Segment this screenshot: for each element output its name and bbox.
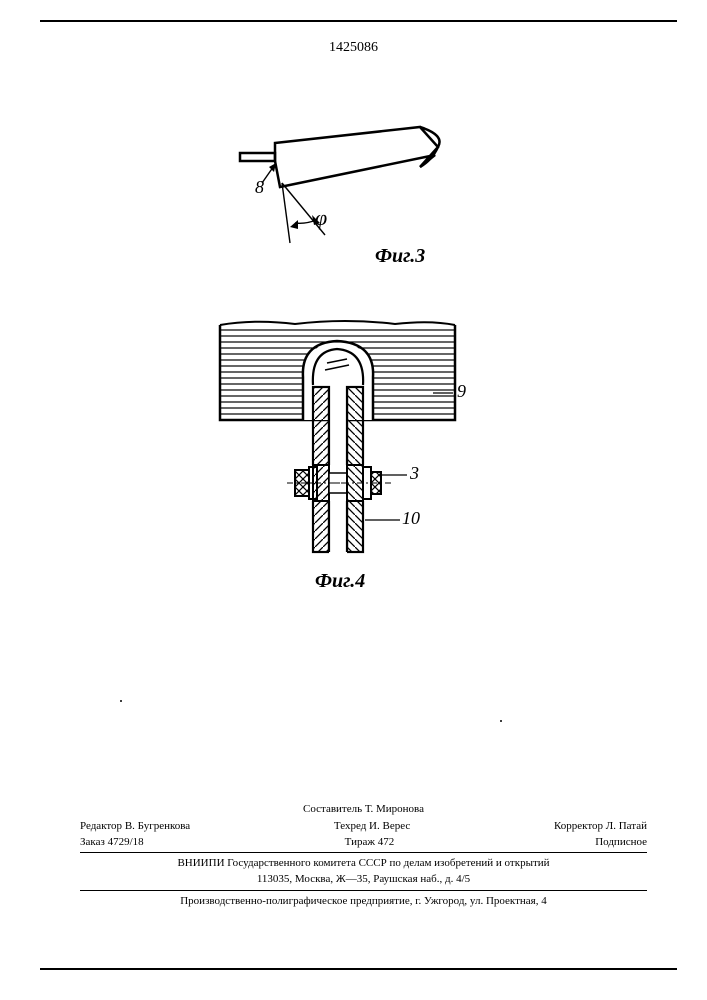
editor-cell: Редактор В. Бугренкова	[80, 819, 190, 833]
tekhred-prefix: Техред	[334, 820, 366, 832]
compiler-prefix: Составитель	[303, 803, 362, 815]
tirazh-prefix: Тираж	[345, 836, 375, 848]
editor-prefix: Редактор	[80, 820, 122, 832]
figure-3: 8 φ Фиг.3	[220, 105, 480, 275]
footer-staff-row: Редактор В. Бугренкова Техред И. Верес К…	[80, 819, 647, 833]
corrector-prefix: Корректор	[554, 820, 603, 832]
footer-order-row: Заказ 4729/18 Тираж 472 Подписное	[80, 835, 647, 849]
speckle	[120, 700, 122, 702]
editor-name: В. Бугренкова	[125, 820, 190, 832]
fig4-part-10: 10	[402, 508, 420, 529]
order-number: 4729/18	[108, 836, 144, 848]
tirazh-cell: Тираж 472	[345, 835, 395, 849]
fig4-label: Фиг.4	[315, 570, 365, 593]
footer-colophon: Составитель Т. Миронова Редактор В. Бугр…	[80, 802, 647, 910]
footer-rule-2	[80, 890, 647, 891]
fig3-label: Фиг.3	[375, 245, 425, 268]
footer-org2: 113035, Москва, Ж—35, Раушская наб., д. …	[80, 872, 647, 886]
corrector-cell: Корректор Л. Патай	[554, 819, 647, 833]
footer-rule-1	[80, 852, 647, 853]
fig4-part-3: 3	[410, 463, 419, 484]
corrector-name: Л. Патай	[606, 820, 647, 832]
figure-4: 9 3 10 Фиг.4	[195, 315, 495, 625]
footer-printer: Производственно-полиграфическое предприя…	[80, 894, 647, 908]
page-number: 1425086	[329, 40, 378, 56]
tirazh-number: 472	[378, 836, 395, 848]
fig3-part-8: 8	[255, 177, 264, 198]
fig3-angle-phi: φ	[315, 205, 327, 231]
tekhred-cell: Техред И. Верес	[334, 819, 410, 833]
footer-compiler-line: Составитель Т. Миронова	[80, 802, 647, 816]
tekhred-name: И. Верес	[369, 820, 410, 832]
compiler-name: Т. Миронова	[365, 803, 424, 815]
footer-org1: ВНИИПИ Государственного комитета СССР по…	[80, 856, 647, 870]
fig4-part-9: 9	[457, 381, 466, 402]
speckle	[500, 720, 502, 722]
order-prefix: Заказ	[80, 836, 105, 848]
subscription-cell: Подписное	[595, 835, 647, 849]
order-cell: Заказ 4729/18	[80, 835, 144, 849]
